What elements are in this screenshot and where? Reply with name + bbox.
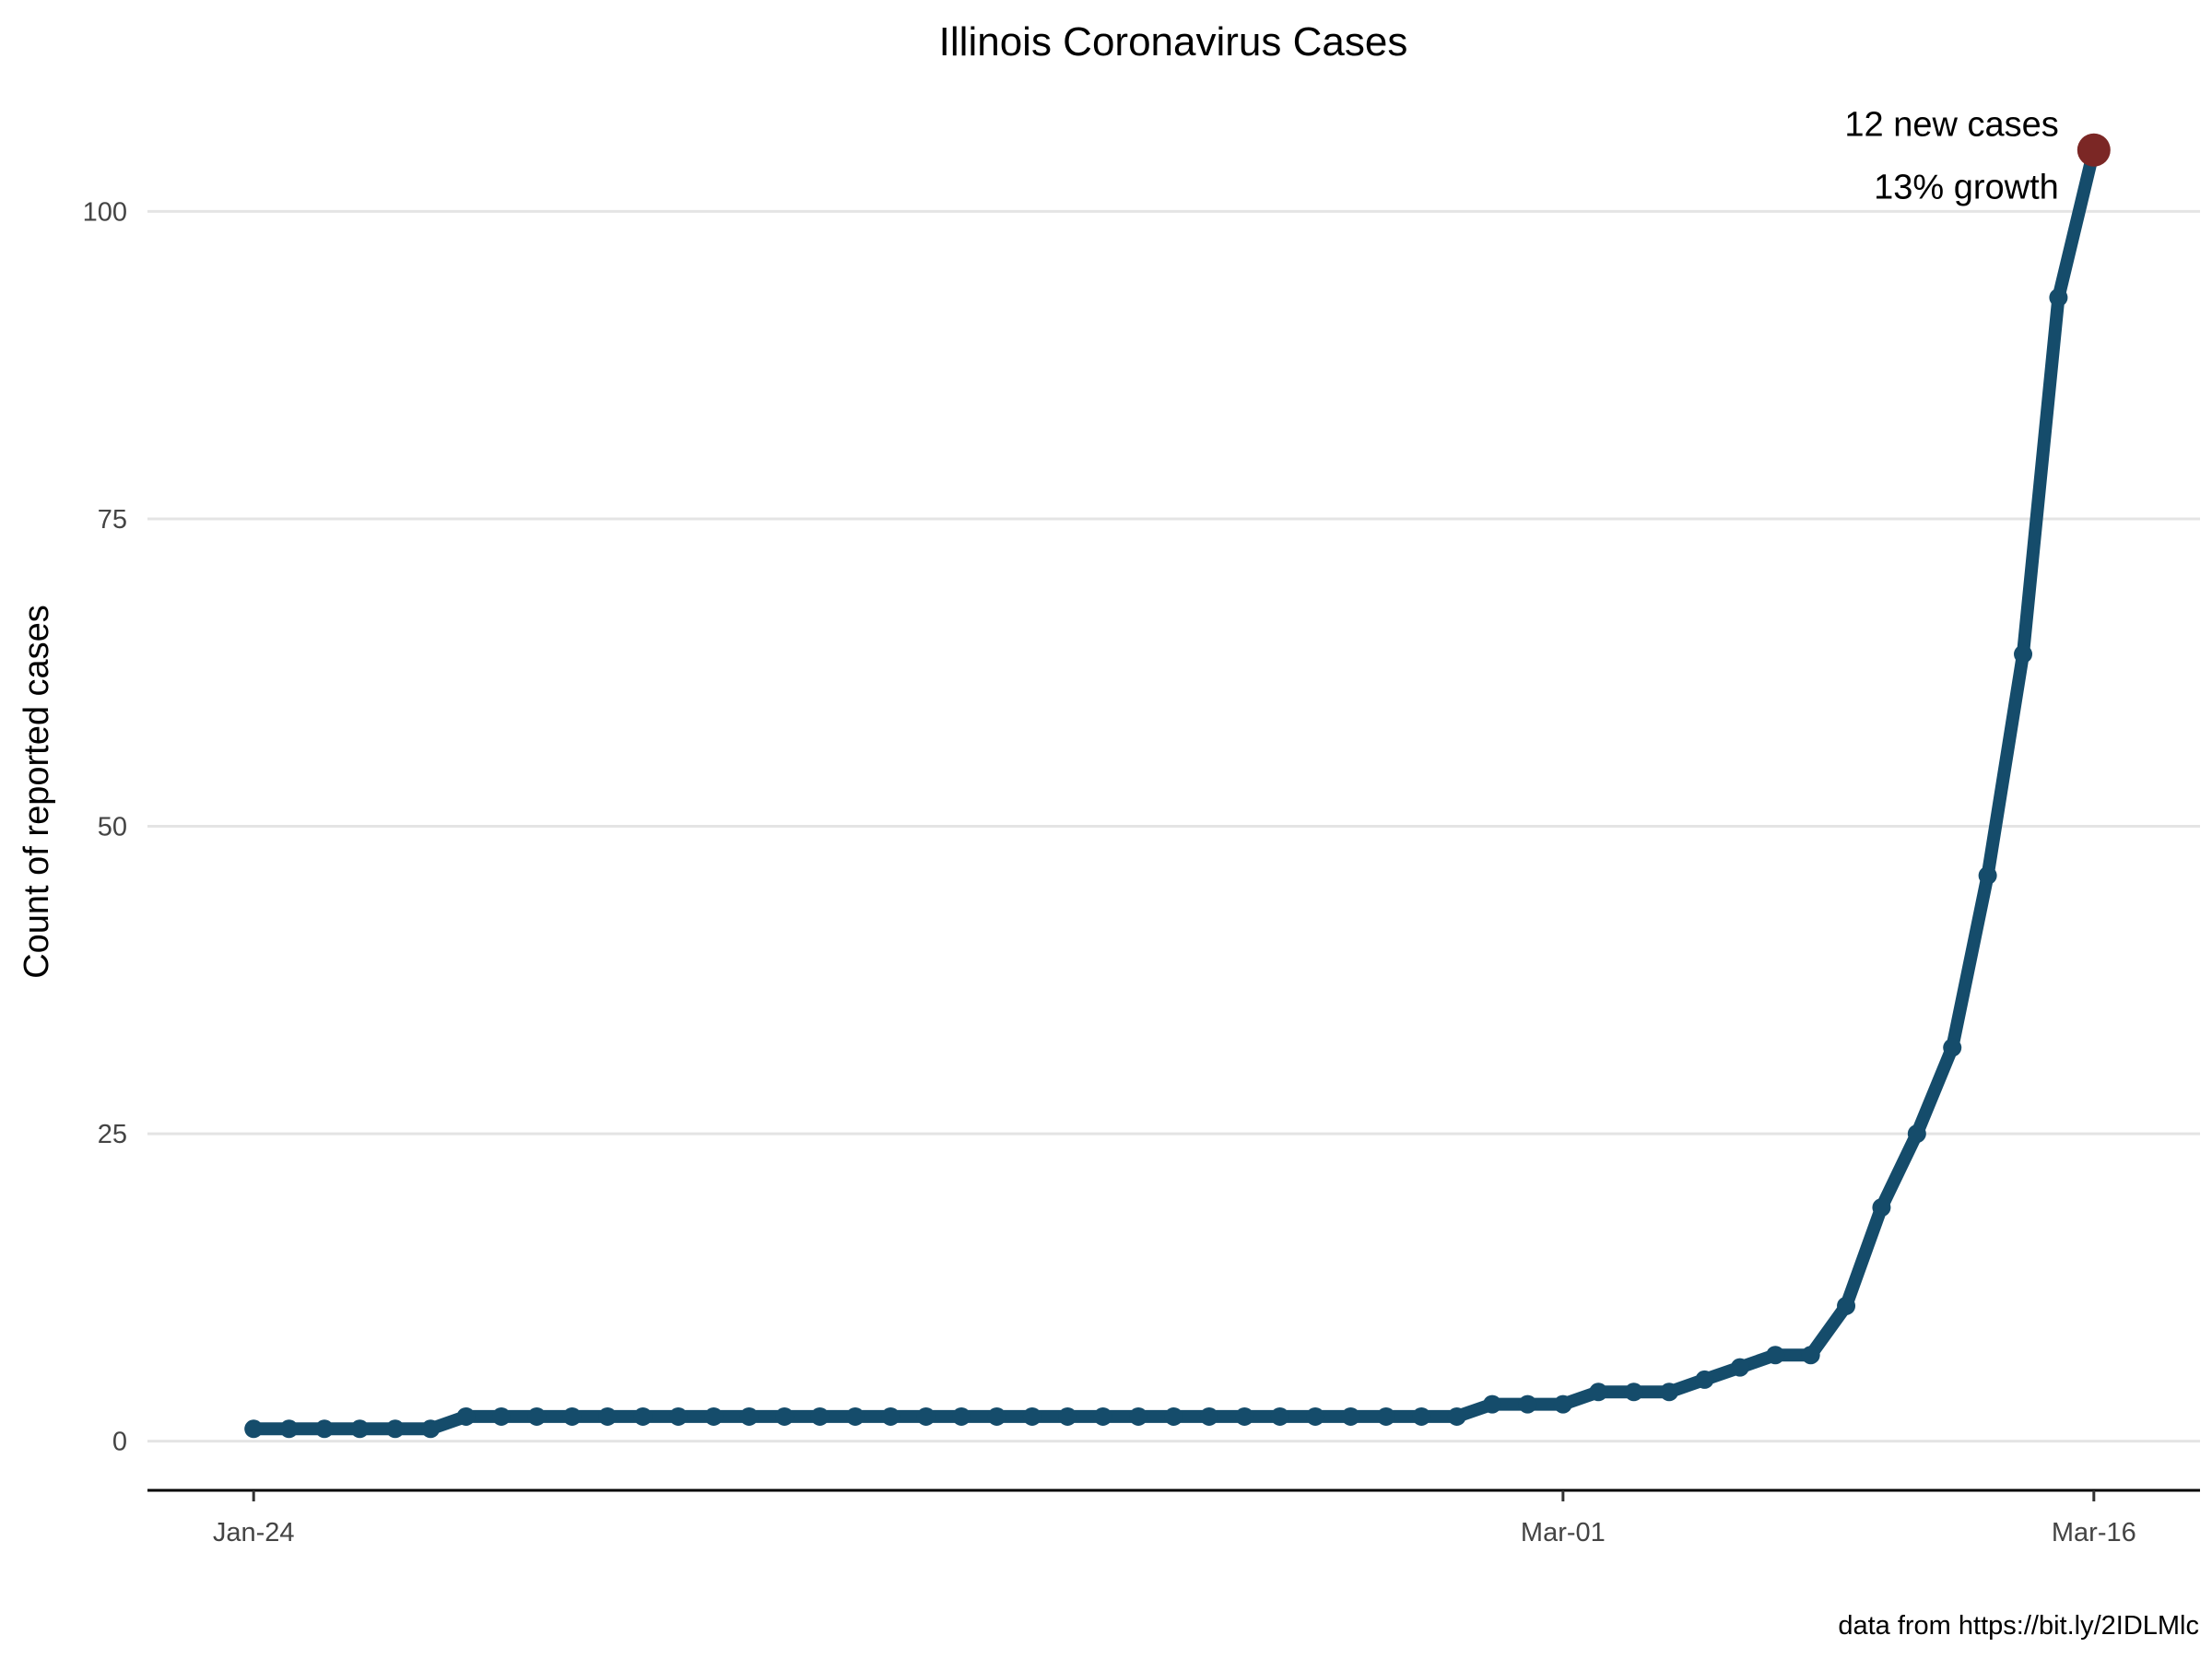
- data-point: [314, 1419, 334, 1439]
- highlight-point: [2077, 133, 2111, 167]
- data-point: [1306, 1406, 1325, 1426]
- annotation-growth: 13% growth: [1874, 169, 2059, 207]
- data-point: [1801, 1346, 1820, 1365]
- y-tick-label: 75: [98, 505, 127, 535]
- data-point: [1483, 1394, 1502, 1414]
- data-point: [633, 1406, 653, 1426]
- data-point: [1093, 1406, 1112, 1426]
- data-point: [1695, 1370, 1714, 1389]
- data-point: [385, 1419, 405, 1439]
- data-point: [1872, 1198, 1891, 1218]
- data-point: [845, 1406, 865, 1426]
- data-point: [244, 1419, 264, 1439]
- data-point: [1766, 1346, 1785, 1365]
- data-point: [1907, 1124, 1926, 1144]
- data-point: [1447, 1406, 1466, 1426]
- data-point: [279, 1419, 299, 1439]
- data-point: [1518, 1394, 1537, 1414]
- data-point: [1943, 1038, 1962, 1057]
- data-point: [739, 1406, 759, 1426]
- data-point: [456, 1406, 476, 1426]
- data-point: [1837, 1296, 1856, 1315]
- data-point: [1412, 1406, 1431, 1426]
- data-point: [1660, 1382, 1679, 1402]
- data-point: [916, 1406, 935, 1426]
- data-point: [1589, 1382, 1608, 1402]
- data-point: [775, 1406, 794, 1426]
- data-point: [1199, 1406, 1218, 1426]
- data-point: [527, 1406, 547, 1426]
- x-tick-label: Mar-16: [2052, 1518, 2136, 1547]
- data-point: [1058, 1406, 1077, 1426]
- data-point: [1978, 865, 1997, 885]
- data-point: [810, 1406, 830, 1426]
- y-axis-label: Count of reported cases: [18, 605, 56, 979]
- data-point: [1553, 1394, 1572, 1414]
- x-tick-label: Mar-01: [1521, 1518, 1606, 1547]
- y-tick-label: 25: [98, 1120, 127, 1149]
- y-tick-label: 50: [98, 813, 127, 842]
- series-line: [247, 143, 2100, 1436]
- grid-lines: [147, 209, 2200, 1443]
- x-tick-label: Jan-24: [213, 1518, 295, 1547]
- data-point: [881, 1406, 900, 1426]
- chart-title: Illinois Coronavirus Cases: [939, 19, 1408, 65]
- data-point: [1022, 1406, 1041, 1426]
- data-point: [2014, 644, 2033, 664]
- data-point: [491, 1406, 511, 1426]
- data-point: [987, 1406, 1006, 1426]
- annotation-new-cases: 12 new cases: [1844, 106, 2058, 145]
- data-point: [1624, 1382, 1643, 1402]
- data-point: [1270, 1406, 1289, 1426]
- highlight-layer: 12 new cases 13% growth: [1844, 106, 2111, 207]
- data-point: [1730, 1358, 1749, 1377]
- data-point: [421, 1419, 441, 1439]
- series-layer: [244, 140, 2103, 1439]
- data-point: [1164, 1406, 1183, 1426]
- data-point: [1376, 1406, 1395, 1426]
- data-point: [350, 1419, 370, 1439]
- data-point: [952, 1406, 971, 1426]
- data-point: [1129, 1406, 1148, 1426]
- data-point: [1341, 1406, 1360, 1426]
- y-tick-label: 100: [83, 197, 127, 227]
- y-tick-labels: 0 25 50 75 100: [83, 197, 127, 1456]
- data-source-caption: data from https://bit.ly/2IDLMlc: [1838, 1611, 2199, 1641]
- data-point: [562, 1406, 582, 1426]
- data-point: [1235, 1406, 1254, 1426]
- data-point: [2049, 288, 2068, 307]
- data-point: [668, 1406, 688, 1426]
- data-point: [704, 1406, 724, 1426]
- y-tick-label: 0: [112, 1428, 127, 1457]
- x-tick-labels: Jan-24 Mar-01 Mar-16: [213, 1490, 2136, 1547]
- data-point: [598, 1406, 618, 1426]
